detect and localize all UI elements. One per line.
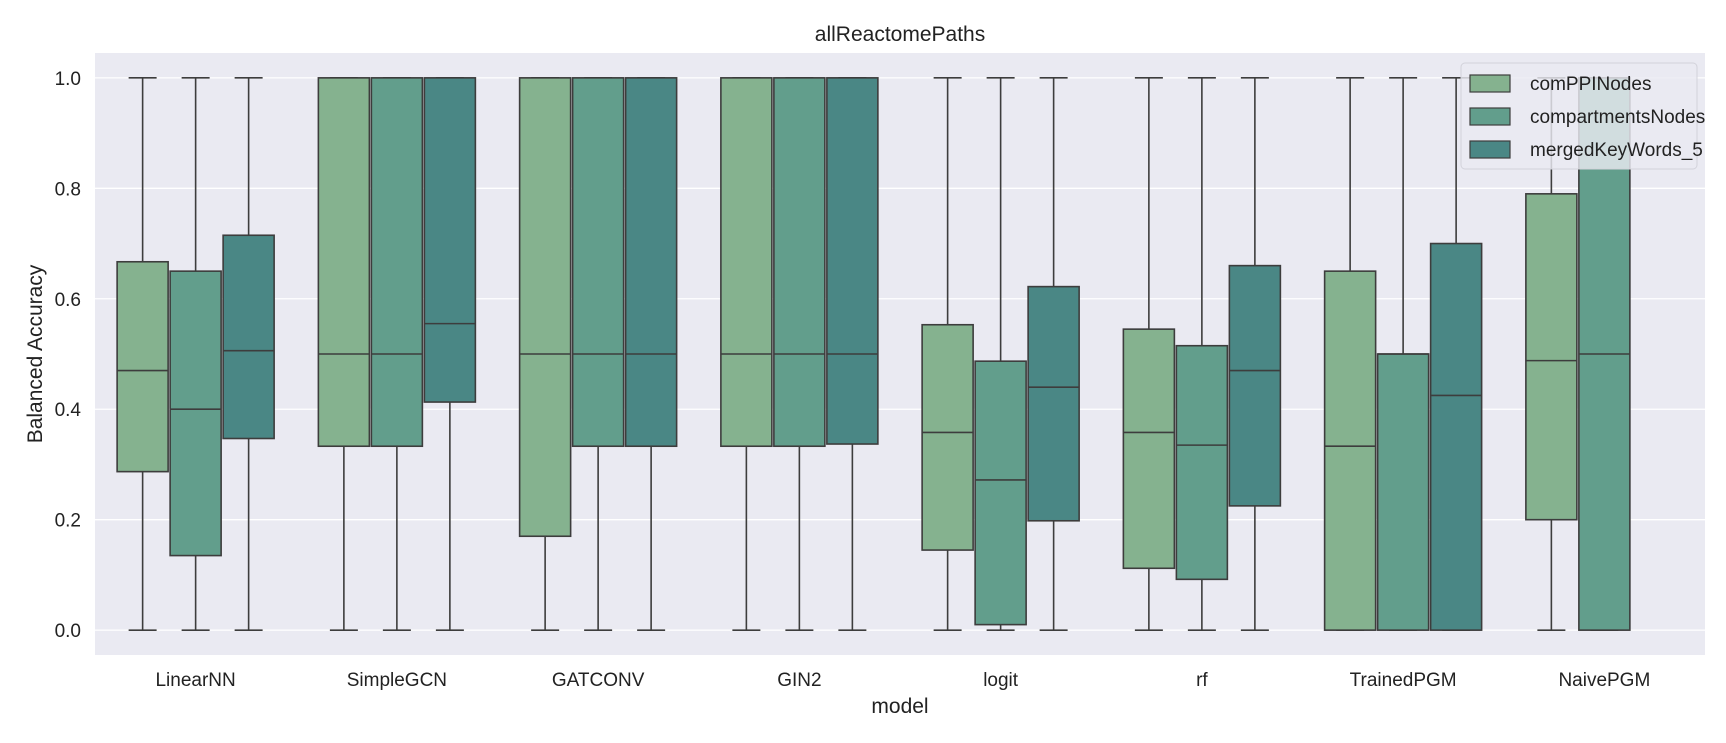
box-mergedKeyWords_5-GATCONV <box>624 77 678 631</box>
box-body <box>222 234 275 440</box>
chart-title: allReactomePaths <box>815 23 985 46</box>
box-comPPINodes-logit <box>921 77 974 631</box>
box-compartmentsNodes-LinearNN <box>169 77 222 631</box>
box-body <box>1228 264 1282 507</box>
x-tick-label: rf <box>1196 670 1208 691</box>
box-body <box>571 77 625 448</box>
y-tick-labels: 0.0 0.2 0.4 0.6 0.8 1.0 <box>55 69 82 642</box>
x-tick-labels: LinearNN SimpleGCN GATCONV GIN2 logit rf Train… <box>155 670 1650 691</box>
box-mergedKeyWords_5-SimpleGCN <box>423 77 477 631</box>
legend-swatch <box>1469 107 1511 126</box>
box-body <box>1429 242 1483 631</box>
box-compartmentsNodes-GATCONV <box>571 77 625 631</box>
box-body <box>826 77 879 445</box>
legend-swatch <box>1469 74 1511 93</box>
y-tick-label: 0.8 <box>55 179 81 200</box>
box-body <box>1376 353 1430 631</box>
box-body <box>370 77 424 448</box>
legend-label: comPPINodes <box>1530 74 1651 95</box>
x-tick-label: TrainedPGM <box>1350 670 1457 691</box>
y-tick-label: 0.0 <box>55 621 81 642</box>
legend-frame <box>1460 62 1698 170</box>
box-compartmentsNodes-TrainedPGM <box>1376 77 1430 631</box>
box-comPPINodes-TrainedPGM <box>1323 77 1377 631</box>
box-body <box>1175 344 1229 581</box>
x-tick-label: SimpleGCN <box>347 670 447 691</box>
box-comPPINodes-LinearNN <box>116 77 169 631</box>
box-mergedKeyWords_5-rf <box>1228 77 1282 631</box>
box-compartmentsNodes-SimpleGCN <box>370 77 424 631</box>
box-comPPINodes-NaivePGM <box>1525 77 1578 631</box>
box-body <box>1525 193 1578 521</box>
x-tick-label: logit <box>983 670 1019 691</box>
box-body <box>1027 285 1080 522</box>
x-axis-label: model <box>871 695 928 718</box>
box-body <box>1323 270 1377 631</box>
box-compartmentsNodes-rf <box>1175 77 1229 631</box>
box-body <box>116 260 169 473</box>
box-body <box>720 77 773 448</box>
box-mergedKeyWords_5-logit <box>1027 77 1080 631</box>
box-body <box>921 323 974 551</box>
box-compartmentsNodes-GIN2 <box>773 77 826 631</box>
box-mergedKeyWords_5-LinearNN <box>222 77 275 631</box>
legend-label: compartmentsNodes <box>1530 107 1705 128</box>
y-axis-label: Balanced Accuracy <box>24 264 47 443</box>
box-compartmentsNodes-NaivePGM <box>1578 77 1631 631</box>
box-body <box>423 77 477 403</box>
x-tick-label: GATCONV <box>552 670 645 691</box>
x-tick-label: LinearNN <box>155 670 235 691</box>
box-comPPINodes-GATCONV <box>518 77 572 631</box>
box-body <box>624 77 678 448</box>
y-tick-label: 0.4 <box>55 400 82 421</box>
box-body <box>1122 328 1176 570</box>
box-body <box>518 77 572 538</box>
legend: comPPINodes compartmentsNodes mergedKeyWor… <box>1460 62 1705 170</box>
x-tick-label: NaivePGM <box>1558 670 1650 691</box>
box-series <box>116 77 1631 631</box>
box-body <box>317 77 371 448</box>
box-body <box>169 270 222 557</box>
y-tick-label: 0.6 <box>55 290 81 311</box>
box-compartmentsNodes-logit <box>974 77 1027 631</box>
box-body <box>773 77 826 448</box>
box-mergedKeyWords_5-GIN2 <box>826 77 879 631</box>
y-tick-label: 0.2 <box>55 511 81 532</box>
box-comPPINodes-rf <box>1122 77 1176 631</box>
box-comPPINodes-GIN2 <box>720 77 773 631</box>
box-mergedKeyWords_5-TrainedPGM <box>1429 77 1483 631</box>
legend-label: mergedKeyWords_5 <box>1530 140 1703 161</box>
box-body <box>974 360 1027 626</box>
y-tick-label: 1.0 <box>55 69 81 90</box>
x-tick-label: GIN2 <box>777 670 821 691</box>
box-comPPINodes-SimpleGCN <box>317 77 371 631</box>
legend-swatch <box>1469 140 1511 159</box>
